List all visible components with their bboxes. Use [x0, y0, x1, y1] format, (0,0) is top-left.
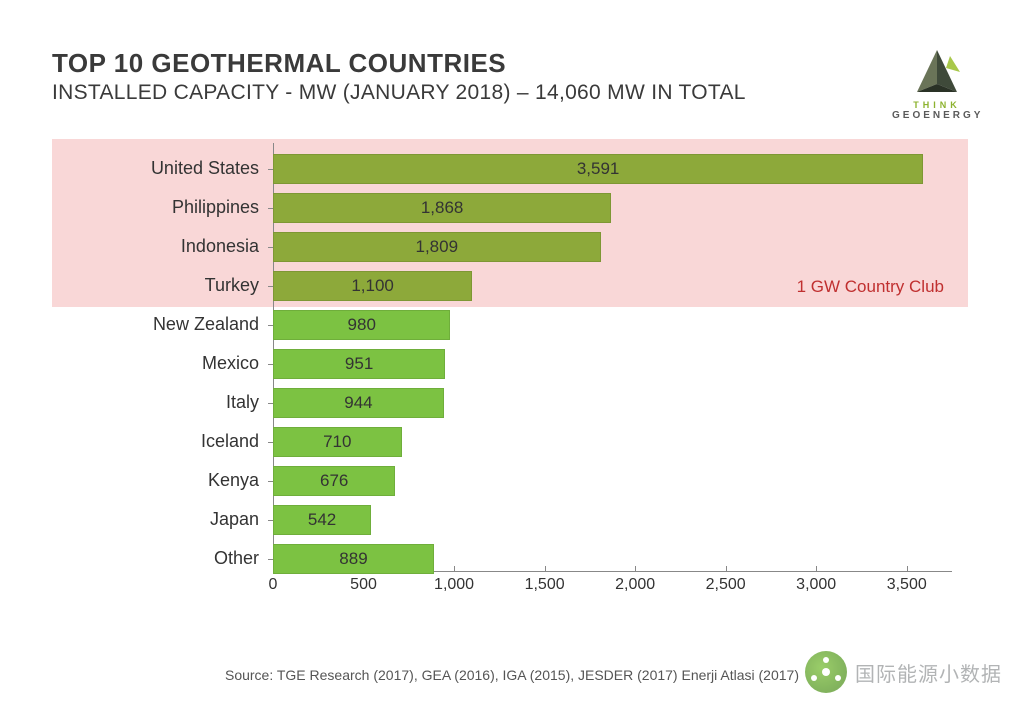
table-row: Mexico951 — [52, 344, 972, 383]
bar-value-label: 542 — [273, 505, 371, 535]
watermark: 国际能源小数据 — [805, 651, 1002, 693]
category-label: Japan — [52, 509, 273, 530]
category-label: Philippines — [52, 197, 273, 218]
x-tick-label: 0 — [269, 576, 278, 594]
x-tick-label: 2,500 — [706, 576, 746, 594]
x-tick-label: 3,500 — [887, 576, 927, 594]
table-row: United States3,591 — [52, 149, 972, 188]
bar-track: 676 — [273, 466, 972, 496]
bar-value-label: 1,868 — [273, 193, 611, 223]
bar-track: 889 — [273, 544, 972, 574]
x-tick-label: 3,000 — [796, 576, 836, 594]
bar-track: 1,100 — [273, 271, 972, 301]
chart-subtitle: INSTALLED CAPACITY - MW (JANUARY 2018) –… — [52, 81, 972, 105]
category-label: Turkey — [52, 275, 273, 296]
category-label: Iceland — [52, 431, 273, 452]
table-row: Other889 — [52, 539, 972, 578]
bar-track: 710 — [273, 427, 972, 457]
x-tick-label: 500 — [350, 576, 377, 594]
x-tick-label: 2,000 — [615, 576, 655, 594]
x-tick-label: 1,000 — [434, 576, 474, 594]
bar-track: 1,868 — [273, 193, 972, 223]
bar-value-label: 951 — [273, 349, 445, 379]
watermark-icon — [805, 651, 847, 693]
bar-value-label: 889 — [273, 544, 434, 574]
category-label: Indonesia — [52, 236, 273, 257]
bar-track: 3,591 — [273, 154, 972, 184]
table-row: New Zealand980 — [52, 305, 972, 344]
logo-text-geoenergy: GEOENERGY — [892, 110, 982, 121]
category-label: Other — [52, 548, 273, 569]
table-row: Turkey1,100 — [52, 266, 972, 305]
bar-value-label: 676 — [273, 466, 395, 496]
x-tick-label: 1,500 — [525, 576, 565, 594]
bar-value-label: 1,809 — [273, 232, 601, 262]
bar-track: 980 — [273, 310, 972, 340]
chart-plot-area: 1 GW Country Club United States3,591Phil… — [52, 133, 972, 623]
bar-value-label: 3,591 — [273, 154, 923, 184]
category-label: New Zealand — [52, 314, 273, 335]
table-row: Iceland710 — [52, 422, 972, 461]
table-row: Italy944 — [52, 383, 972, 422]
bar-value-label: 710 — [273, 427, 402, 457]
bar-value-label: 980 — [273, 310, 450, 340]
category-label: Mexico — [52, 353, 273, 374]
bar-value-label: 1,100 — [273, 271, 472, 301]
watermark-text: 国际能源小数据 — [855, 658, 1002, 687]
table-row: Japan542 — [52, 500, 972, 539]
bar-track: 542 — [273, 505, 972, 535]
bar-value-label: 944 — [273, 388, 444, 418]
logo-text-think: THINK — [892, 100, 982, 110]
bar-track: 951 — [273, 349, 972, 379]
chart-title: TOP 10 GEOTHERMAL COUNTRIES — [52, 48, 972, 79]
category-label: United States — [52, 158, 273, 179]
category-label: Kenya — [52, 470, 273, 491]
table-row: Philippines1,868 — [52, 188, 972, 227]
bar-track: 1,809 — [273, 232, 972, 262]
logo-triangle-icon — [912, 48, 962, 96]
category-label: Italy — [52, 392, 273, 413]
brand-logo: THINK GEOENERGY — [892, 48, 982, 121]
chart-header: TOP 10 GEOTHERMAL COUNTRIES INSTALLED CA… — [52, 48, 972, 105]
bars-container: United States3,591Philippines1,868Indone… — [52, 133, 972, 578]
table-row: Kenya676 — [52, 461, 972, 500]
table-row: Indonesia1,809 — [52, 227, 972, 266]
bar-track: 944 — [273, 388, 972, 418]
